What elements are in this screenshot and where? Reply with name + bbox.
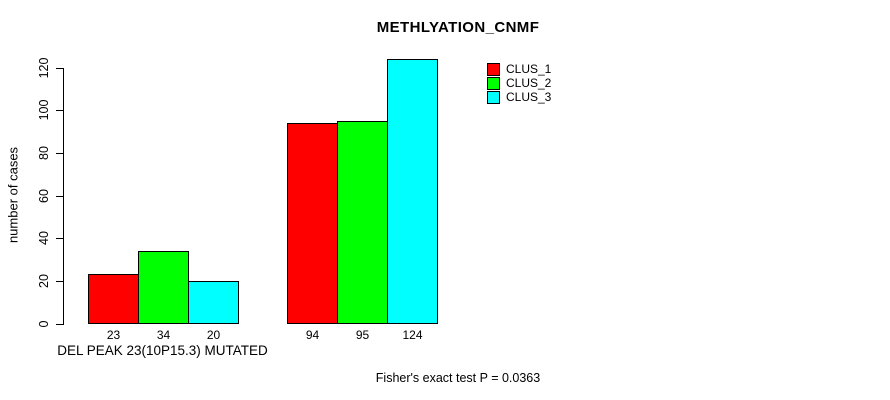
bar-clus_2-group1 <box>138 250 189 325</box>
y-tick <box>56 238 63 240</box>
y-axis-line <box>63 67 64 325</box>
legend-swatch-clus-1 <box>487 62 500 76</box>
y-tick-label: 60 <box>37 188 51 203</box>
y-tick-label: 0 <box>37 320 51 327</box>
y-tick <box>56 110 63 112</box>
y-tick-label: 100 <box>37 99 51 121</box>
bar-value-label: 34 <box>156 328 171 342</box>
bar-value-label: 95 <box>355 328 370 342</box>
legend-label: CLUS_1 <box>506 62 552 76</box>
legend: CLUS_1 CLUS_2 CLUS_3 <box>487 62 551 104</box>
bar-clus_1-group2 <box>287 122 338 325</box>
bar-value-label: 94 <box>305 328 320 342</box>
y-tick <box>56 323 63 325</box>
bar-value-label: 124 <box>402 328 423 342</box>
y-tick <box>56 280 63 282</box>
bar-value-label: 23 <box>106 328 121 342</box>
y-tick <box>56 152 63 154</box>
fisher-test-annotation: Fisher's exact test P = 0.0363 <box>375 371 541 385</box>
legend-swatch-clus-2 <box>487 76 500 90</box>
bar-clus_1-group1 <box>88 274 139 325</box>
legend-item: CLUS_3 <box>487 90 551 104</box>
bar-clus_2-group2 <box>337 120 388 325</box>
legend-swatch-clus-3 <box>487 90 500 104</box>
y-tick-label: 20 <box>37 273 51 288</box>
legend-item: CLUS_2 <box>487 76 551 90</box>
y-tick <box>56 195 63 197</box>
legend-label: CLUS_3 <box>506 90 552 104</box>
bar-clus_3-group2 <box>387 58 438 325</box>
bar-clus_3-group1 <box>188 280 239 325</box>
legend-label: CLUS_2 <box>506 76 552 90</box>
y-tick-label: 120 <box>37 57 51 78</box>
legend-item: CLUS_1 <box>487 62 551 76</box>
chart-title: METHLYATION_CNMF <box>376 19 540 36</box>
bar-value-label: 20 <box>206 328 221 342</box>
y-tick-label: 80 <box>37 145 51 160</box>
x-group-label: DEL PEAK 23(10P15.3) MUTATED <box>57 343 268 358</box>
y-tick <box>56 67 63 69</box>
y-tick-label: 40 <box>37 231 51 246</box>
y-axis-label: number of cases <box>5 146 21 244</box>
